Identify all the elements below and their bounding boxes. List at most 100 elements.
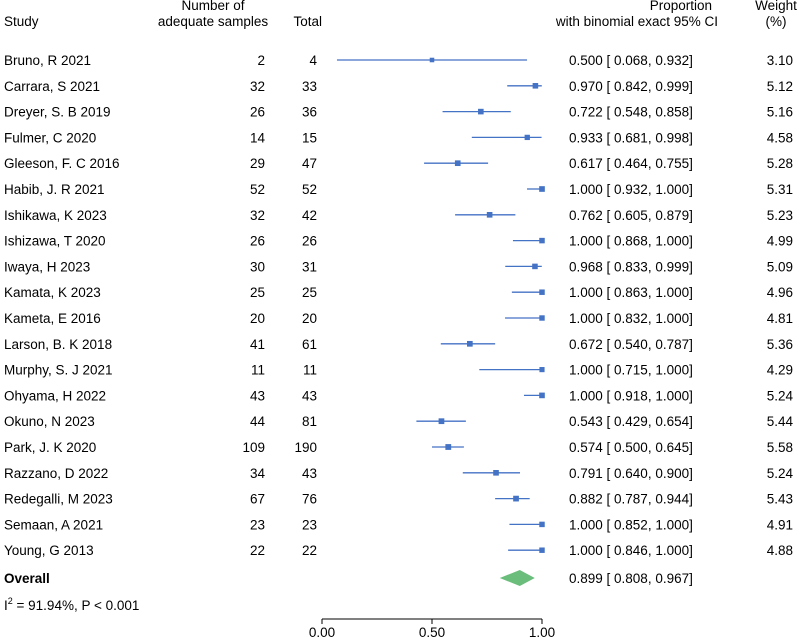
table-row: Ishikawa, K 2023 32 42 0.762 [ 0.605, 0.879… [4,208,793,223]
proportion-ci-text: 1.000 [ 0.863, 1.000] [569,285,693,300]
proportion-ci-text: 1.000 [ 0.852, 1.000] [569,517,693,532]
study-name: Park, J. K 2020 [4,440,96,455]
total-samples: 52 [302,182,317,197]
total-samples: 15 [302,130,317,145]
table-row: Fulmer, C 2020 14 15 0.933 [ 0.681, 0.998] 4… [4,130,793,145]
point-estimate-marker [486,211,493,218]
adequate-samples: 44 [250,414,266,429]
x-axis-tick-label: 0.00 [309,625,335,637]
proportion-ci-text: 0.970 [ 0.842, 0.999] [569,79,693,94]
total-samples: 76 [302,492,317,507]
study-name: Murphy, S. J 2021 [4,363,113,378]
total-samples: 31 [302,259,317,274]
adequate-samples: 2 [257,53,265,68]
table-row: Kamata, K 2023 25 25 1.000 [ 0.863, 1.000] 4… [4,285,793,300]
adequate-samples: 26 [250,234,265,249]
table-row: Bruno, R 2021 2 4 0.500 [ 0.068, 0.932] 3.10 [4,53,793,68]
study-name: Habib, J. R 2021 [4,182,105,197]
total-samples: 23 [302,517,317,532]
adequate-samples: 32 [250,208,265,223]
point-estimate-marker [539,315,545,321]
adequate-samples: 20 [250,311,265,326]
adequate-samples: 25 [250,285,265,300]
proportion-ci-text: 1.000 [ 0.932, 1.000] [569,182,693,197]
study-name: Larson, B. K 2018 [4,337,112,352]
heterogeneity-text: I2 = 91.94%, P < 0.001 [4,596,139,613]
point-estimate-marker [438,418,445,425]
adequate-samples: 109 [242,440,265,455]
proportion-ci-text: 0.968 [ 0.833, 0.999] [569,259,693,274]
adequate-samples: 41 [250,337,265,352]
proportion-ci-text: 0.882 [ 0.787, 0.944] [569,492,693,507]
proportion-ci-text: 0.500 [ 0.068, 0.932] [569,53,693,68]
point-estimate-marker [467,340,473,347]
heterogeneity-superscript: 2 [8,596,13,606]
weight-value: 5.16 [767,105,793,120]
point-estimate-marker [478,108,484,115]
weight-value: 5.44 [767,414,794,429]
study-name: Semaan, A 2021 [4,517,103,532]
table-row: Redegalli, M 2023 67 76 0.882 [ 0.787, 0.94… [4,492,793,507]
table-row: Dreyer, S. B 2019 26 36 0.722 [ 0.548, 0.85… [4,105,793,120]
weight-value: 5.09 [767,259,793,274]
header-adequate-line1: Number of [181,0,244,13]
proportion-ci-text: 0.722 [ 0.548, 0.858] [569,105,693,120]
proportion-ci-text: 1.000 [ 0.868, 1.000] [569,234,693,249]
adequate-samples: 67 [250,492,265,507]
adequate-samples: 32 [250,79,265,94]
adequate-samples: 29 [250,156,265,171]
adequate-samples: 22 [250,543,265,558]
total-samples: 33 [302,79,317,94]
total-samples: 25 [302,285,317,300]
study-name: Ishikawa, K 2023 [4,208,107,223]
table-row: Young, G 2013 22 22 1.000 [ 0.846, 1.000] 4.… [4,543,793,558]
total-samples: 26 [302,234,317,249]
total-samples: 61 [302,337,317,352]
table-row: Okuno, N 2023 44 81 0.543 [ 0.429, 0.654] 5.… [4,414,793,429]
adequate-samples: 52 [250,182,265,197]
weight-value: 4.58 [767,130,793,145]
study-name: Dreyer, S. B 2019 [4,105,111,120]
study-name: Redegalli, M 2023 [4,492,113,507]
point-estimate-marker [513,495,519,502]
weight-value: 4.88 [767,543,793,558]
adequate-samples: 43 [250,388,265,403]
weight-value: 5.36 [767,337,793,352]
study-name: Carrara, S 2021 [4,79,100,94]
adequate-samples: 30 [250,259,265,274]
total-samples: 42 [302,208,317,223]
study-name: Gleeson, F. C 2016 [4,156,120,171]
table-row: Semaan, A 2021 23 23 1.000 [ 0.852, 1.000] 4… [4,517,793,532]
overall-label: Overall [4,571,50,586]
proportion-ci-text: 1.000 [ 0.846, 1.000] [569,543,693,558]
study-name: Fulmer, C 2020 [4,130,96,145]
table-row: Murphy, S. J 2021 11 11 1.000 [ 0.715, 1.00… [4,363,793,378]
table-row: Habib, J. R 2021 52 52 1.000 [ 0.932, 1.000… [4,182,793,197]
total-samples: 11 [303,363,317,378]
header-total: Total [293,14,322,29]
total-samples: 20 [302,311,317,326]
header-weight-line1: Weight [755,0,797,13]
weight-value: 5.31 [767,182,793,197]
point-estimate-marker [539,289,545,295]
study-name: Bruno, R 2021 [4,53,91,68]
point-estimate-marker [532,83,539,89]
table-row: Gleeson, F. C 2016 29 47 0.617 [ 0.464, 0.7… [4,156,793,171]
header-proportion-line2: with binomial exact 95% CI [555,14,718,29]
total-samples: 81 [302,414,317,429]
point-estimate-marker [524,134,530,141]
point-estimate-marker [539,547,545,553]
point-estimate-marker [532,263,538,270]
weight-value: 5.12 [767,79,793,94]
weight-value: 4.96 [767,285,793,300]
table-row: Ohyama, H 2022 43 43 1.000 [ 0.918, 1.000] 5… [4,388,793,403]
study-name: Ohyama, H 2022 [4,388,106,403]
heterogeneity-p-value: < 0.001 [90,598,139,613]
weight-value: 5.24 [767,466,794,481]
adequate-samples: 26 [250,105,265,120]
point-estimate-marker [454,160,461,167]
proportion-ci-text: 0.617 [ 0.464, 0.755] [569,156,693,171]
overall-ci-text: 0.899 [ 0.808, 0.967] [569,571,693,586]
study-name: Okuno, N 2023 [4,414,95,429]
